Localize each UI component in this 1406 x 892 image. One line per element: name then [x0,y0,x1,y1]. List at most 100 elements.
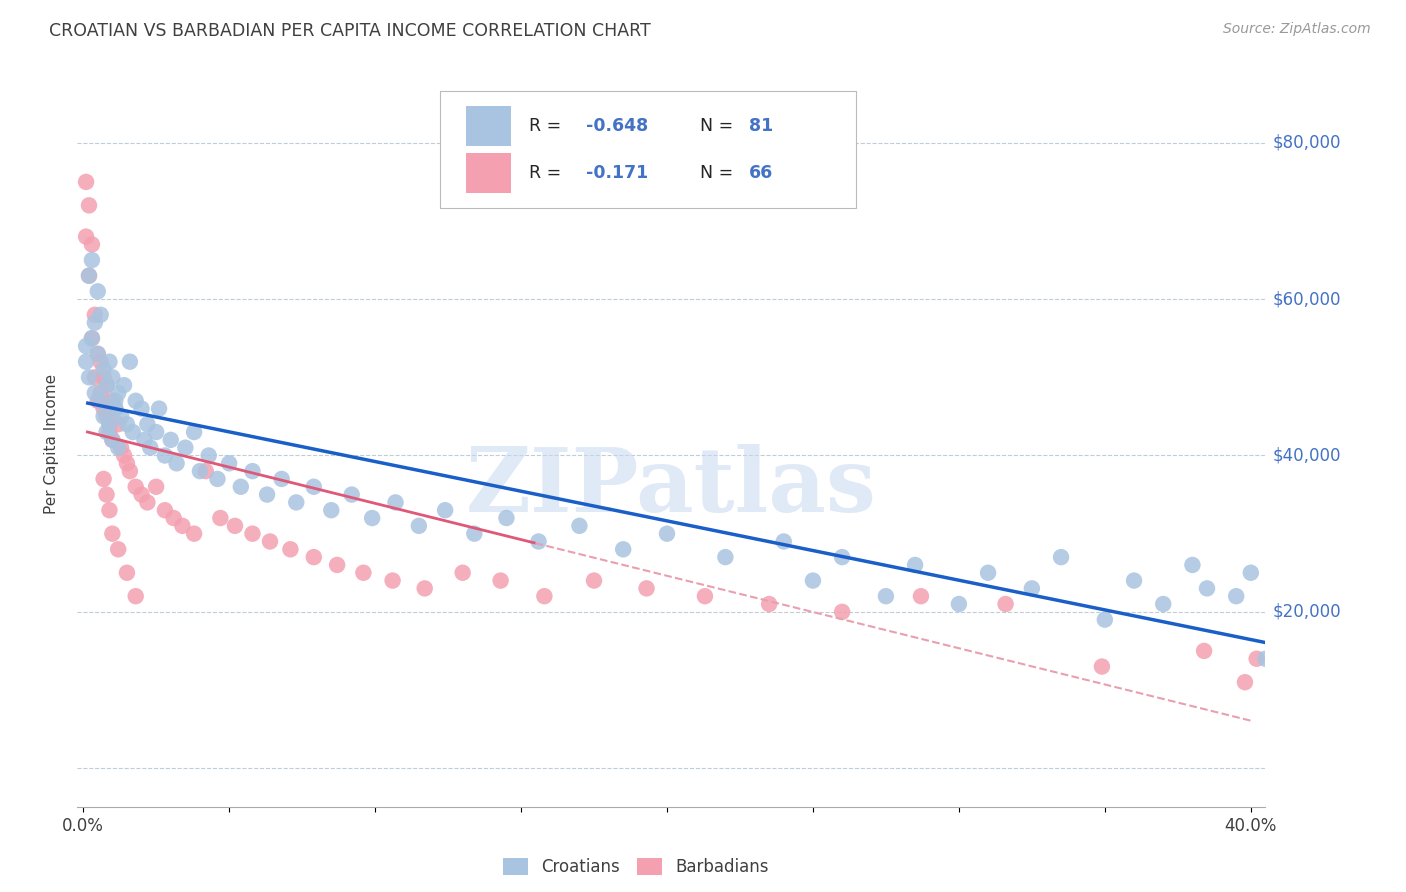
Point [174,441,197,455]
Point [758,597,780,611]
Text: R =: R = [529,117,567,135]
Point [145,480,167,494]
Text: $40,000: $40,000 [1272,447,1341,465]
Point [96,409,118,424]
Point [1240,566,1263,580]
Point [77,370,100,384]
Point [107,386,129,401]
Point [408,519,430,533]
Point [1050,550,1073,565]
Point [77,268,100,283]
Point [194,464,217,478]
Point [612,542,634,557]
Point [270,472,292,486]
Point [80,331,103,345]
Point [87,347,110,361]
Point [87,393,110,408]
Point [1091,659,1114,673]
Point [121,425,143,439]
Point [145,425,167,439]
Point [495,511,517,525]
Point [83,370,105,384]
Point [280,542,302,557]
Point [166,456,188,470]
Point [1181,558,1204,572]
Point [107,441,129,455]
Text: N =: N = [689,164,740,182]
Point [118,354,141,368]
Point [83,386,105,401]
Point [1094,613,1116,627]
Point [101,370,124,384]
Point [118,464,141,478]
Point [104,401,127,416]
Point [101,393,124,408]
Point [125,589,148,603]
Point [93,362,115,376]
Point [361,511,384,525]
Point [242,526,264,541]
Point [163,511,186,525]
Text: $20,000: $20,000 [1272,603,1341,621]
Point [381,574,404,588]
Point [1246,651,1268,665]
Point [96,487,118,501]
Point [948,597,970,611]
Point [90,308,112,322]
Point [831,605,853,619]
Point [75,175,97,189]
Point [197,449,219,463]
Point [489,574,512,588]
Point [875,589,897,603]
Text: $80,000: $80,000 [1272,134,1341,152]
Text: R =: R = [529,164,567,182]
Point [110,441,132,455]
Point [229,480,252,494]
Point [1225,589,1247,603]
Point [153,449,176,463]
Point [80,237,103,252]
Point [910,589,932,603]
Point [80,253,103,268]
Point [90,354,112,368]
Point [693,589,716,603]
Point [568,519,591,533]
Point [801,574,824,588]
Point [80,331,103,345]
Point [112,378,135,392]
Point [527,534,550,549]
Point [83,308,105,322]
Point [218,456,240,470]
Point [96,425,118,439]
Point [104,393,127,408]
Point [207,472,229,486]
Point [285,495,308,509]
Text: -0.171: -0.171 [586,164,648,182]
Point [172,519,194,533]
FancyBboxPatch shape [465,106,510,145]
FancyBboxPatch shape [440,91,855,208]
Point [93,401,115,416]
Point [655,526,678,541]
Point [125,480,148,494]
Point [136,417,159,432]
Point [83,316,105,330]
Point [136,495,159,509]
Point [101,433,124,447]
Point [77,268,100,283]
Point [93,472,115,486]
Text: 66: 66 [748,164,773,182]
Point [183,425,205,439]
Point [153,503,176,517]
Point [148,401,170,416]
Text: -0.648: -0.648 [586,117,648,135]
Point [90,393,112,408]
Point [256,487,278,501]
Text: 81: 81 [748,117,773,135]
Point [75,354,97,368]
Point [413,582,436,596]
Point [110,409,132,424]
Point [1021,582,1043,596]
Point [75,229,97,244]
Text: Source: ZipAtlas.com: Source: ZipAtlas.com [1223,22,1371,37]
